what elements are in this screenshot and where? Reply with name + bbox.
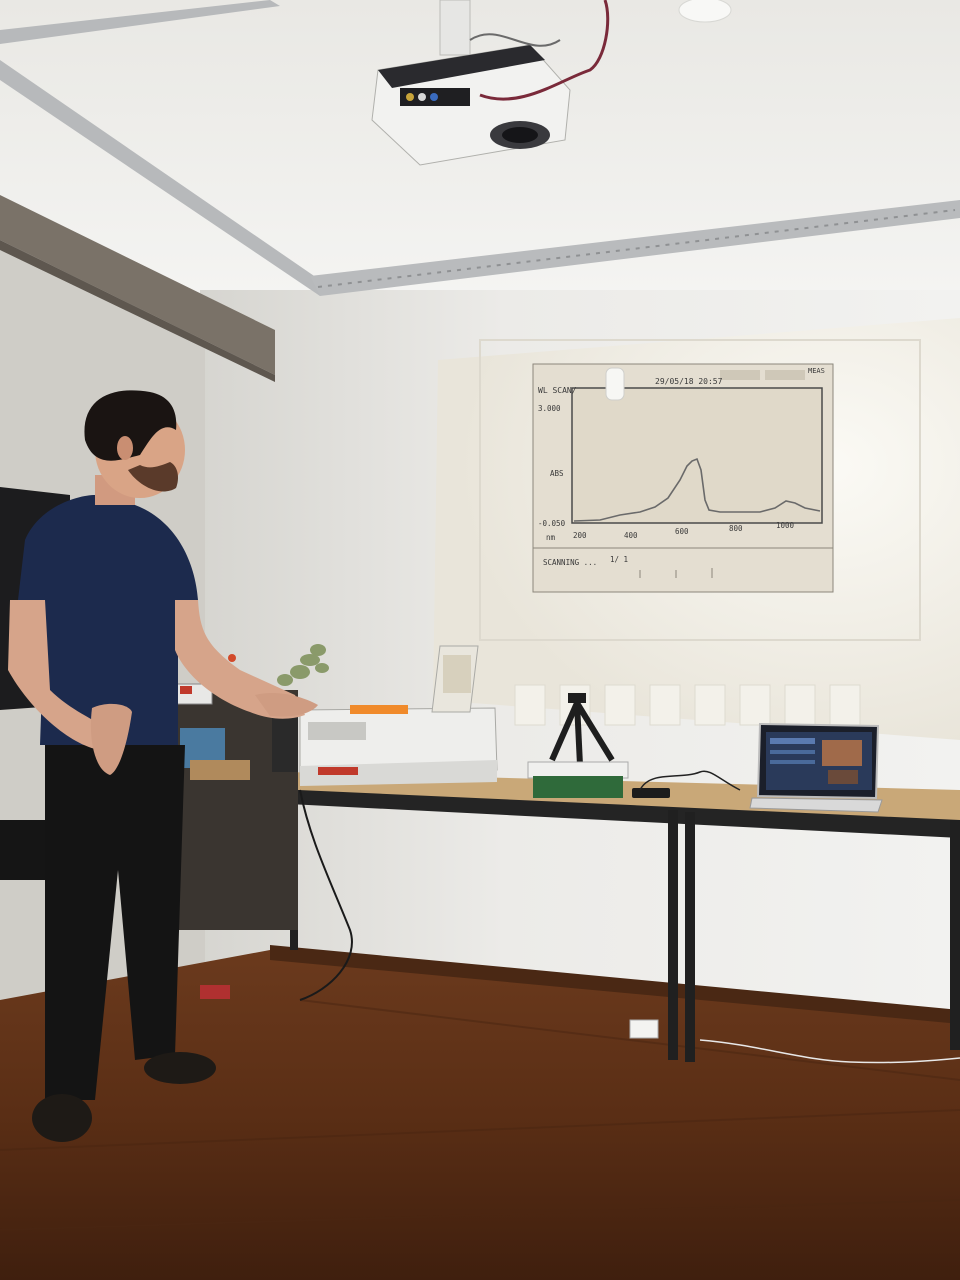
projected-display: WL SCAN/ 29/05/18 20:57 MEAS 3.000 ABS -… bbox=[532, 363, 834, 593]
x-axis-unit: nm bbox=[546, 533, 556, 542]
plant-sprig bbox=[277, 644, 329, 686]
projected-window-frame bbox=[479, 339, 921, 641]
mixer-console bbox=[0, 820, 48, 880]
phone bbox=[632, 788, 670, 798]
spectrophotometer bbox=[299, 645, 498, 786]
presenter bbox=[8, 390, 318, 1142]
ceiling-beam bbox=[0, 195, 275, 375]
ceiling-rail bbox=[0, 60, 320, 296]
page-indicator: 1/ 1 bbox=[610, 555, 628, 564]
display-mode-label: WL SCAN/ bbox=[538, 386, 577, 395]
shelf-clutter bbox=[175, 654, 298, 930]
tripod bbox=[549, 693, 615, 766]
status-text: SCANNING ... bbox=[543, 558, 597, 567]
x-tick-200: 200 bbox=[573, 531, 587, 540]
beam-shadow bbox=[0, 240, 275, 382]
tripod-base-box bbox=[527, 761, 629, 779]
floor-boards bbox=[0, 999, 960, 1231]
wall-motion-sensor bbox=[605, 367, 625, 401]
ceiling-sensor bbox=[678, 0, 732, 23]
display-meas-label: MEAS bbox=[808, 367, 825, 375]
cable bbox=[639, 770, 741, 791]
ceiling-projector bbox=[371, 0, 610, 166]
floor-device bbox=[200, 985, 230, 999]
x-tick-600: 600 bbox=[675, 527, 689, 536]
x-tick-400: 400 bbox=[624, 531, 638, 540]
y-axis-top: 3.000 bbox=[538, 404, 561, 413]
absorbance-curve bbox=[573, 457, 821, 522]
wooden-floor bbox=[0, 950, 960, 1280]
ceiling-rail bbox=[0, 0, 280, 44]
rail-holes bbox=[317, 209, 956, 288]
skirting-board bbox=[270, 945, 960, 1024]
floor-cable bbox=[299, 789, 353, 1001]
book-stack bbox=[533, 776, 623, 798]
ceiling-rail bbox=[310, 200, 960, 296]
white-cable bbox=[699, 1039, 960, 1064]
y-axis-label: ABS bbox=[550, 469, 564, 478]
x-tick-800: 800 bbox=[729, 524, 743, 533]
projected-radiator bbox=[514, 684, 861, 726]
x-tick-1000: 1000 bbox=[776, 521, 795, 530]
power-adapter bbox=[629, 1019, 659, 1039]
display-datetime: 29/05/18 20:57 bbox=[655, 377, 723, 386]
y-axis-bottom: -0.050 bbox=[538, 519, 566, 528]
laptop bbox=[749, 722, 883, 813]
